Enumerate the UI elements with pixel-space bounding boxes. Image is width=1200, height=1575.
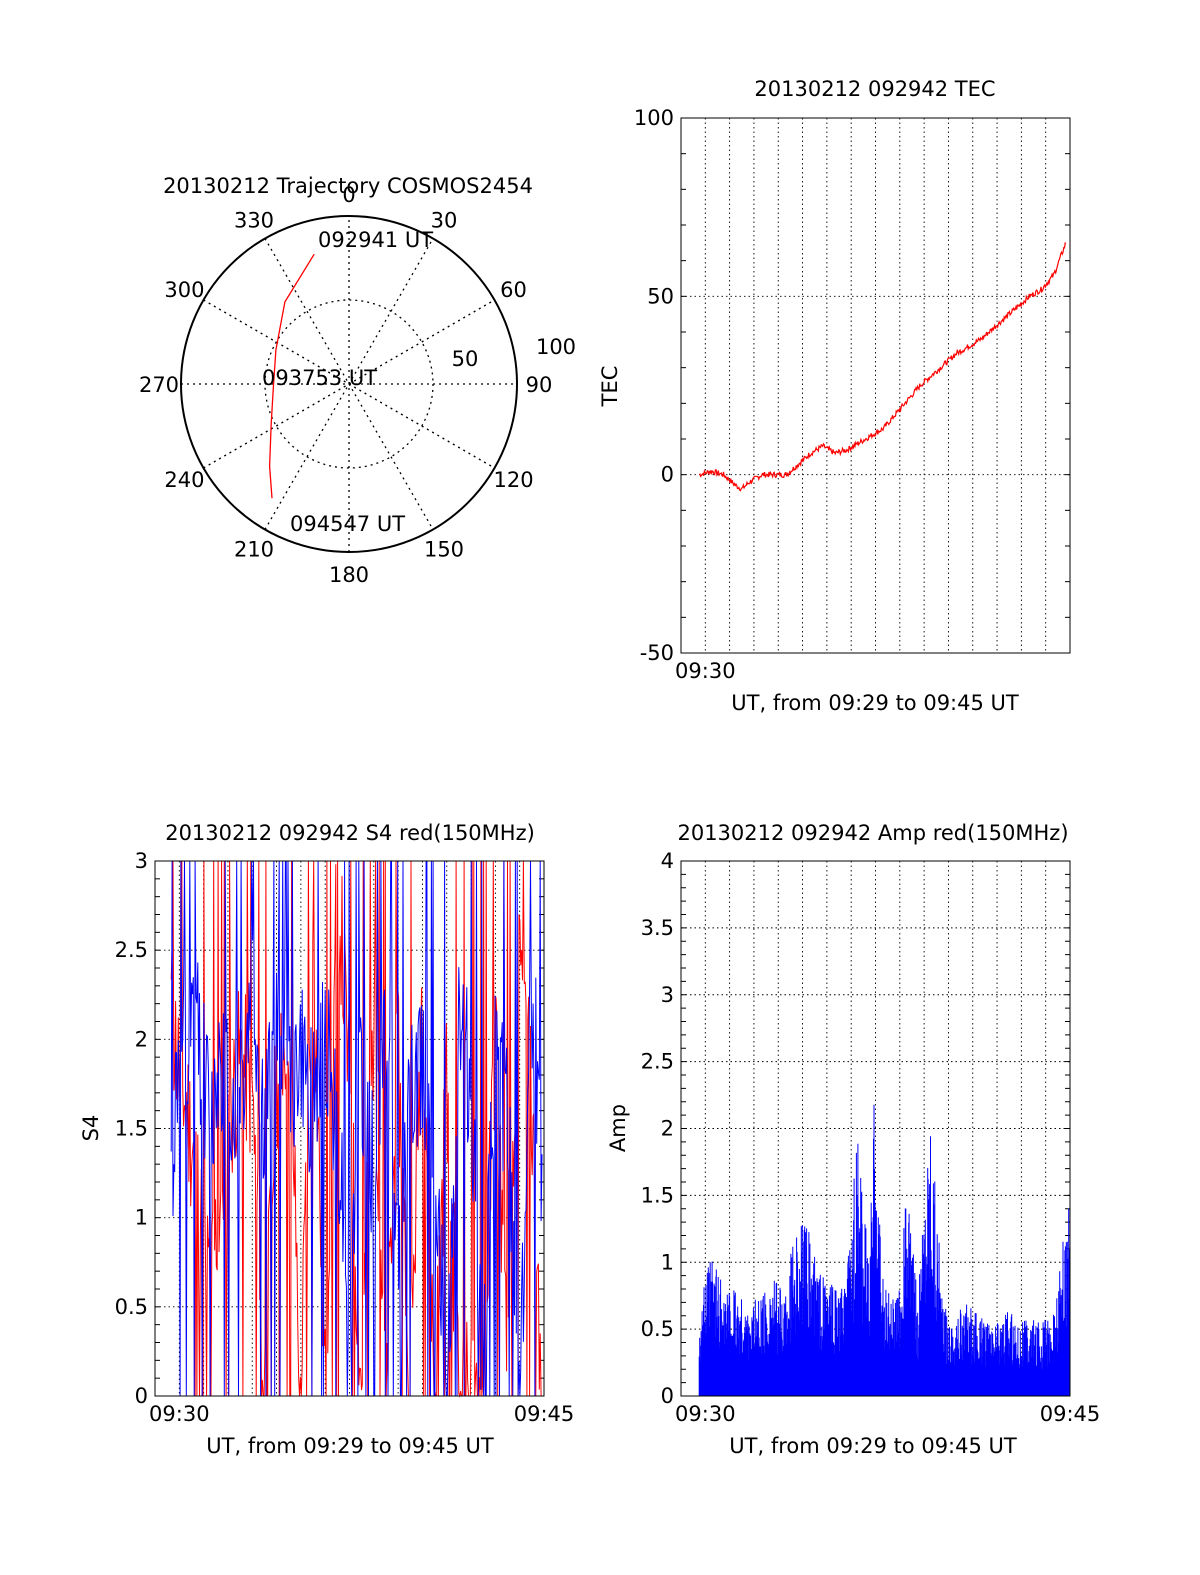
y-tick-label: 2.5 xyxy=(115,938,148,962)
azimuth-label: 330 xyxy=(234,208,274,232)
polar-radius-labels: 50 100 xyxy=(452,335,576,371)
y-tick-label: 2.5 xyxy=(641,1050,674,1074)
tec-grid xyxy=(681,118,1070,653)
chart-title: 20130212 092942 Amp red(150MHz) xyxy=(677,821,1068,845)
y-axis-label: Amp xyxy=(606,1104,630,1152)
y-tick-label: 4 xyxy=(661,849,674,873)
annotation-mid-time: 093753 UT xyxy=(262,366,377,390)
y-tick-label: 0.5 xyxy=(641,1317,674,1341)
annotation-start-time: 092941 UT xyxy=(318,228,433,252)
x-axis-label: UT, from 09:29 to 09:45 UT xyxy=(729,1434,1017,1458)
polar-spoke xyxy=(264,238,434,530)
y-tick-label: 1 xyxy=(135,1206,148,1230)
azimuth-label: 90 xyxy=(526,373,553,397)
x-tick-label: 09:45 xyxy=(1040,1402,1101,1426)
y-tick-label: -50 xyxy=(640,641,674,665)
annotation-end-time: 094547 UT xyxy=(290,512,405,536)
tec-ticks: -50 0 50 100 09:30 xyxy=(634,106,1070,683)
x-tick-label: 09:30 xyxy=(149,1402,210,1426)
polar-grid xyxy=(180,215,518,553)
x-tick-label: 09:45 xyxy=(514,1402,575,1426)
s4-series xyxy=(170,860,543,1398)
chart-title: 20130212 092942 S4 red(150MHz) xyxy=(165,821,535,845)
y-axis-label: S4 xyxy=(79,1115,103,1142)
y-tick-label: 3.5 xyxy=(641,916,674,940)
y-tick-label: 1.5 xyxy=(115,1117,148,1141)
amp-series xyxy=(698,1104,1070,1396)
y-tick-label: 1 xyxy=(661,1250,674,1274)
azimuth-label: 210 xyxy=(234,538,274,562)
s4-series-line xyxy=(170,860,543,1397)
y-tick-label: 2 xyxy=(661,1117,674,1141)
tec-series-line xyxy=(698,241,1067,492)
azimuth-label: 120 xyxy=(493,468,533,492)
y-tick-label: 3 xyxy=(135,849,148,873)
azimuth-label: 60 xyxy=(500,278,527,302)
chart-title: 20130212 092942 TEC xyxy=(754,77,995,101)
y-tick-label: 0 xyxy=(661,1384,674,1408)
radius-label: 100 xyxy=(536,335,576,359)
y-tick-label: 0 xyxy=(135,1384,148,1408)
trajectory-track xyxy=(268,253,315,499)
plot-frame xyxy=(154,860,545,1397)
radius-label: 50 xyxy=(452,347,479,371)
azimuth-label: 300 xyxy=(164,278,204,302)
amp-ticks: 0 0.5 1 1.5 2 2.5 3 3.5 4 09:30 09:45 xyxy=(641,849,1101,1426)
y-tick-label: 3 xyxy=(661,983,674,1007)
y-tick-label: 0 xyxy=(661,463,674,487)
x-axis-label: UT, from 09:29 to 09:45 UT xyxy=(206,1434,494,1458)
azimuth-label: 270 xyxy=(139,373,179,397)
tec-panel: 20130212 092942 TEC -50 0 50 100 09:30 UT, f… xyxy=(598,77,1071,715)
y-tick-label: 1.5 xyxy=(641,1183,674,1207)
azimuth-label: 240 xyxy=(164,468,204,492)
amp-panel: 20130212 092942 Amp red(150MHz) 0 0.5 1 1.5… xyxy=(606,821,1100,1458)
plot-frame xyxy=(680,117,1071,654)
x-axis-label: UT, from 09:29 to 09:45 UT xyxy=(731,691,1019,715)
azimuth-label: 0 xyxy=(342,183,355,207)
x-tick-label: 09:30 xyxy=(675,1402,736,1426)
azimuth-label: 150 xyxy=(424,538,464,562)
s4-panel: 20130212 092942 S4 red(150MHz) 0 0.5 1 1.5 2… xyxy=(79,821,574,1458)
x-tick-label: 09:30 xyxy=(675,659,736,683)
azimuth-label: 30 xyxy=(431,208,458,232)
s4-ticks: 0 0.5 1 1.5 2 2.5 3 09:30 09:45 xyxy=(115,849,575,1426)
y-tick-label: 2 xyxy=(135,1027,148,1051)
trajectory-panel: 20130212 Trajectory COSMOS2454 0 30 60 90 12… xyxy=(139,174,576,587)
polar-azimuth-labels: 0 30 60 90 120 150 180 210 240 270 300 330 xyxy=(139,183,552,587)
chart-title: 20130212 Trajectory COSMOS2454 xyxy=(163,174,533,198)
y-axis-label: TEC xyxy=(598,366,622,408)
y-tick-label: 50 xyxy=(647,284,674,308)
y-tick-label: 0.5 xyxy=(115,1295,148,1319)
y-tick-label: 100 xyxy=(634,106,674,130)
plot-frame xyxy=(680,860,1071,1397)
azimuth-label: 180 xyxy=(329,563,369,587)
